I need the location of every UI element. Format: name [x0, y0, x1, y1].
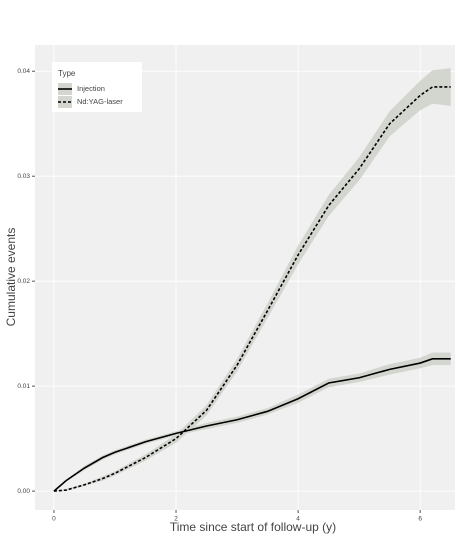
y-tick-label: 0.04: [17, 68, 30, 75]
x-tick-label: 4: [296, 516, 300, 523]
y-tick-label: 0.00: [17, 488, 30, 495]
series-line: [53, 86, 451, 492]
x-tick-label: 6: [418, 516, 422, 523]
x-tick-label: 0: [52, 516, 56, 523]
y-tick-label: 0.03: [17, 173, 30, 180]
y-tick-label: 0.01: [17, 383, 30, 390]
confidence-band: [53, 68, 451, 492]
confidence-band: [53, 352, 451, 492]
legend-label: Injection: [77, 84, 105, 93]
x-axis-label: Time since start of follow-up (y): [170, 520, 336, 534]
y-tick-label: 0.02: [17, 278, 30, 285]
x-tick-label: 2: [174, 516, 178, 523]
legend-label: Nd:YAG-laser: [77, 97, 123, 106]
series-line: [53, 358, 451, 492]
y-axis-label: Cumulative events: [4, 228, 18, 327]
legend-title: Type: [58, 69, 76, 78]
